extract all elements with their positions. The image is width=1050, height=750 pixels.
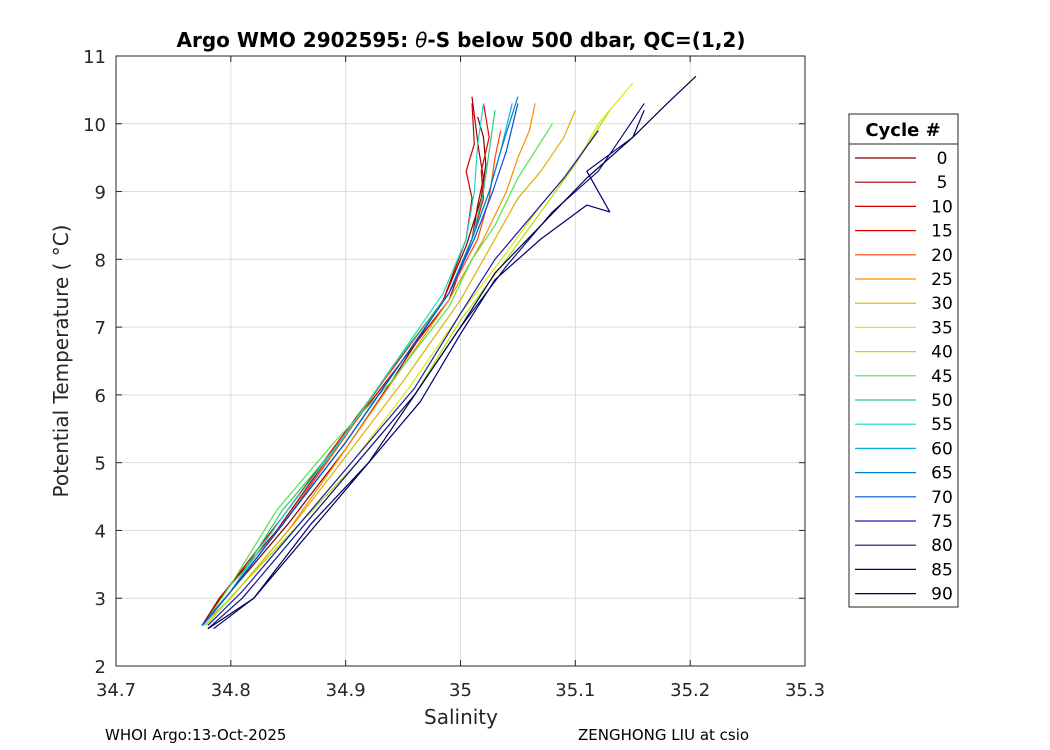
- x-tick-label: 35.1: [555, 680, 595, 701]
- y-tick-label: 9: [95, 183, 106, 204]
- legend-label-85: 85: [931, 560, 953, 580]
- series-layer: [201, 75, 697, 630]
- x-tick-label: 34.8: [211, 680, 251, 701]
- chart-title: Argo WMO 2902595: θ-S below 500 dbar, QC…: [177, 28, 746, 52]
- legend-label-35: 35: [931, 318, 953, 338]
- y-tick-label: 8: [95, 250, 106, 271]
- legend-label-40: 40: [931, 343, 953, 363]
- legend-label-0: 0: [937, 149, 948, 169]
- legend-label-90: 90: [931, 585, 953, 605]
- y-tick-label: 2: [95, 657, 106, 678]
- x-tick-label: 35: [449, 680, 472, 701]
- legend-label-75: 75: [931, 512, 953, 532]
- legend-label-60: 60: [931, 439, 953, 459]
- series-line-cycle-85: [213, 109, 645, 630]
- legend-label-70: 70: [931, 488, 953, 508]
- footer-right: ZENGHONG LIU at csio: [578, 726, 750, 744]
- x-tick-label: 34.7: [96, 680, 136, 701]
- legend-label-25: 25: [931, 270, 953, 290]
- y-tick-label: 4: [95, 521, 106, 542]
- x-axis-label: Salinity: [424, 705, 498, 729]
- series-line-cycle-70: [201, 103, 519, 626]
- y-tick-label: 7: [95, 318, 106, 339]
- y-axis-label: Potential Temperature ( °C): [49, 225, 73, 498]
- legend: Cycle # 0 5 10 15 20 25 30 35 40 45 50 55 60 65 70 75 80…: [848, 113, 959, 608]
- footer-left: WHOI Argo:13-Oct-2025: [105, 726, 287, 744]
- legend-label-5: 5: [937, 173, 948, 193]
- legend-title: Cycle #: [865, 120, 940, 141]
- series-line-cycle-40: [205, 109, 611, 626]
- y-tick-label: 10: [83, 115, 106, 136]
- axis-ticks: 34.7 34.8 34.9 35 35.1 35.2 35.3 2 3 4 5 6 7 8 9 10 11: [83, 47, 825, 701]
- series-line-cycle-90: [207, 75, 697, 630]
- legend-label-80: 80: [931, 536, 953, 556]
- legend-label-10: 10: [931, 197, 953, 217]
- series-line-cycle-45: [202, 123, 553, 626]
- legend-label-20: 20: [931, 246, 953, 266]
- y-tick-label: 5: [95, 454, 106, 475]
- legend-label-45: 45: [931, 367, 953, 387]
- legend-label-65: 65: [931, 464, 953, 484]
- series-line-cycle-55: [202, 103, 485, 626]
- series-line-cycle-75: [207, 130, 599, 626]
- x-tick-label: 34.9: [326, 680, 366, 701]
- legend-label-55: 55: [931, 415, 953, 435]
- series-line-cycle-30: [205, 109, 576, 626]
- legend-box: [848, 113, 959, 608]
- legend-label-50: 50: [931, 391, 953, 411]
- x-tick-label: 35.2: [670, 680, 710, 701]
- x-tick-label: 35.3: [785, 680, 825, 701]
- legend-label-15: 15: [931, 222, 953, 242]
- y-tick-label: 3: [95, 589, 106, 610]
- legend-label-30: 30: [931, 294, 953, 314]
- y-tick-label: 11: [83, 47, 106, 68]
- series-line-cycle-50: [202, 110, 496, 626]
- y-tick-label: 6: [95, 386, 106, 407]
